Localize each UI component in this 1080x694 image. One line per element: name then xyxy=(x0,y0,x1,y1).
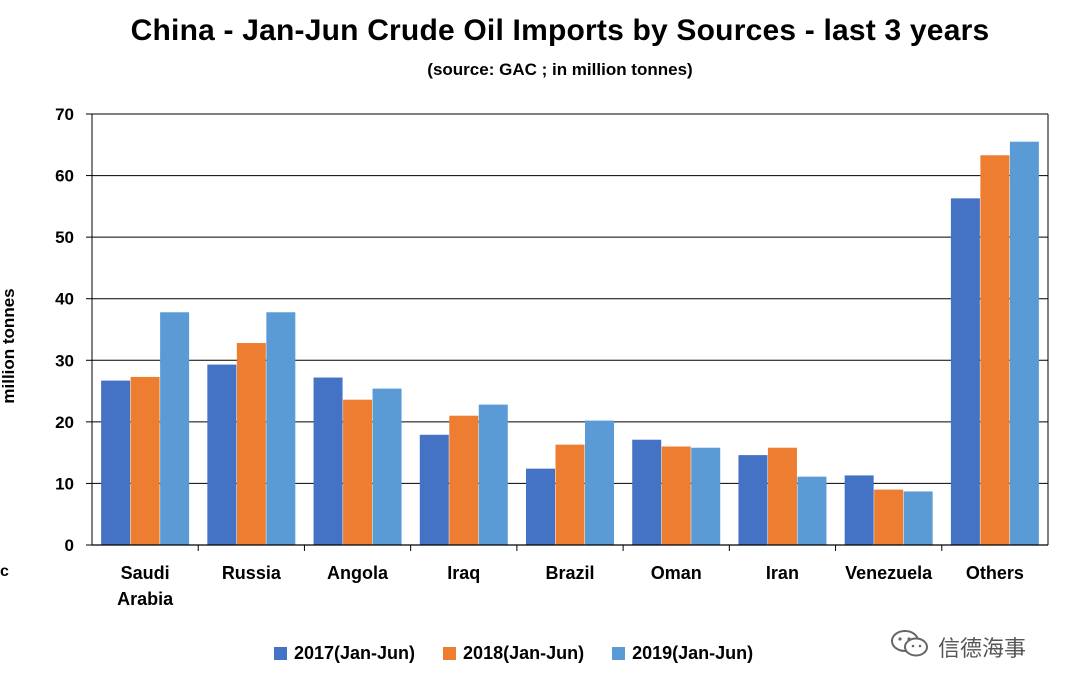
legend-label: 2017(Jan-Jun) xyxy=(294,643,416,663)
x-tick-label: Angola xyxy=(327,563,389,583)
bars xyxy=(101,141,1039,546)
bar xyxy=(980,155,1010,545)
x-tick-label: Venezuela xyxy=(845,563,933,583)
bar xyxy=(266,312,296,545)
watermark: 信德海事 xyxy=(890,628,1026,666)
y-tick-label: 10 xyxy=(55,474,74,493)
bar xyxy=(207,364,237,545)
bar xyxy=(767,447,797,545)
chart-title: China - Jan-Jun Crude Oil Imports by Sou… xyxy=(130,14,990,47)
y-axis-label: million tonnes xyxy=(0,288,18,403)
axes xyxy=(86,113,1049,551)
y-tick-label: 0 xyxy=(65,536,74,555)
y-tick-label: 40 xyxy=(55,290,74,309)
x-tick-label: Brazil xyxy=(545,563,594,583)
x-tick-label: Russia xyxy=(222,563,282,583)
y-tick-label: 60 xyxy=(55,167,74,186)
bar-chart: 0 10 20 30 40 50 60 70 Saudi Arabia Russia Angola Ir… xyxy=(0,105,1049,609)
legend-label: 2018(Jan-Jun) xyxy=(463,643,585,663)
bar xyxy=(1009,141,1039,545)
bar xyxy=(585,420,614,545)
y-tick-label: 20 xyxy=(55,413,74,432)
bar xyxy=(526,468,555,545)
bar xyxy=(130,376,160,545)
bar xyxy=(343,399,373,545)
x-tick-label: Saudi xyxy=(121,563,170,583)
bar xyxy=(555,444,585,545)
x-tick-label: Arabia xyxy=(117,589,174,609)
bar xyxy=(797,476,827,545)
stray-label: c xyxy=(0,563,9,580)
bar xyxy=(661,446,691,545)
x-tick-label: Others xyxy=(966,563,1024,583)
bar xyxy=(691,447,721,545)
bar xyxy=(419,434,449,545)
bar xyxy=(372,388,402,545)
bar xyxy=(874,489,904,545)
bar xyxy=(632,439,662,545)
bar xyxy=(903,491,933,545)
bar xyxy=(236,343,266,545)
legend-item: 2018(Jan-Jun) xyxy=(443,643,584,664)
legend: 2017(Jan-Jun) 2018(Jan-Jun) 2019(Jan-Jun) xyxy=(274,643,753,664)
legend-item: 2017(Jan-Jun) xyxy=(274,643,415,664)
watermark-text: 信德海事 xyxy=(938,636,1027,661)
legend-item: 2019(Jan-Jun) xyxy=(612,643,753,664)
y-tick-label: 30 xyxy=(55,351,74,370)
bar xyxy=(160,312,190,545)
bar xyxy=(478,404,508,545)
y-tick-label: 50 xyxy=(55,228,74,247)
bar xyxy=(950,198,980,546)
x-tick-label: Oman xyxy=(651,563,702,583)
legend-swatch xyxy=(612,647,626,660)
x-tick-label: Iraq xyxy=(447,563,480,583)
bar xyxy=(313,377,343,545)
bar xyxy=(738,455,768,545)
legend-swatch xyxy=(274,647,287,660)
x-tick-label: Iran xyxy=(766,563,799,583)
tick-labels: 0 10 20 30 40 50 60 70 Saudi Arabia Russia Angola Ir… xyxy=(55,105,1024,609)
y-tick-label: 70 xyxy=(55,105,74,124)
bar xyxy=(449,415,479,545)
bar xyxy=(101,380,131,545)
legend-label: 2019(Jan-Jun) xyxy=(632,643,754,663)
bar xyxy=(844,475,874,545)
chart-subtitle: (source: GAC ; in million tonnes) xyxy=(427,60,693,79)
legend-swatch xyxy=(443,647,457,660)
wechat-icon xyxy=(890,628,930,666)
